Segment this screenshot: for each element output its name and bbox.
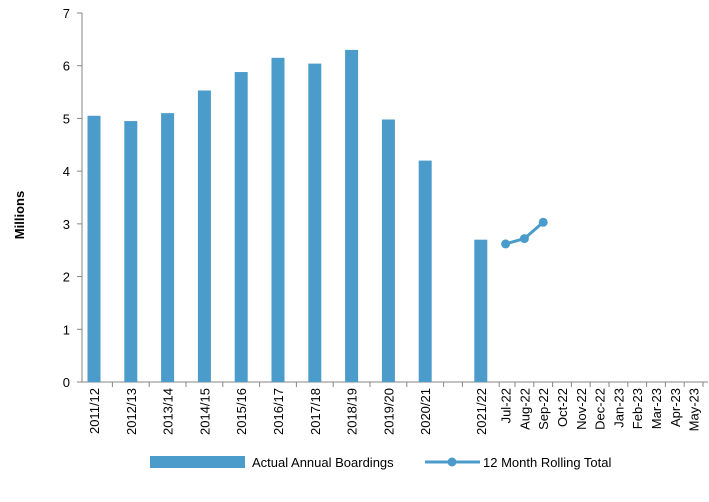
bar — [418, 160, 432, 382]
x-tick-label: 2020/21 — [418, 388, 433, 435]
x-tick-label: May-23 — [687, 388, 702, 431]
line-point — [519, 234, 529, 244]
x-tick-label: 2015/16 — [234, 388, 249, 435]
y-tick-label: 1 — [63, 322, 70, 337]
y-tick-label: 6 — [63, 59, 70, 74]
x-tick-label: 2018/19 — [345, 388, 360, 435]
x-tick-label: 2013/14 — [161, 388, 176, 435]
x-tick-label: Jan-23 — [611, 388, 626, 428]
x-tick-label: Feb-23 — [630, 388, 645, 429]
bar — [308, 63, 322, 382]
x-tick-label: Mar-23 — [649, 388, 664, 429]
bar — [271, 57, 285, 383]
bar — [345, 49, 359, 383]
legend-swatch — [447, 457, 457, 467]
legend-label: Actual Annual Boardings — [252, 455, 394, 470]
bar — [197, 90, 211, 383]
bar — [124, 121, 138, 383]
x-tick-label: Dec-22 — [593, 388, 608, 430]
y-tick-label: 2 — [63, 270, 70, 285]
line-point — [501, 239, 511, 249]
x-tick-label: 2019/20 — [381, 388, 396, 435]
x-tick-label: 2017/18 — [308, 388, 323, 435]
y-tick-label: 4 — [63, 164, 70, 179]
bar — [474, 239, 488, 382]
x-tick-label: 2012/13 — [124, 388, 139, 435]
y-axis-title: Millions — [12, 191, 27, 239]
legend-label: 12 Month Rolling Total — [483, 455, 612, 470]
line-point — [538, 217, 548, 227]
bar — [234, 72, 248, 382]
x-tick-label: 2011/12 — [87, 388, 102, 434]
x-tick-label: Jul-22 — [499, 388, 514, 423]
x-tick-label: 2016/17 — [271, 388, 286, 435]
y-tick-label: 0 — [63, 375, 70, 390]
legend-swatch — [150, 456, 245, 468]
y-tick-label: 3 — [63, 217, 70, 232]
x-tick-label: Apr-23 — [668, 388, 683, 427]
x-tick-label: Oct-22 — [555, 388, 570, 427]
x-tick-label: 2014/15 — [197, 388, 212, 435]
x-tick-label: Nov-22 — [574, 388, 589, 430]
bar — [381, 119, 395, 383]
y-tick-label: 5 — [63, 111, 70, 126]
y-tick-label: 7 — [63, 6, 70, 21]
bar — [87, 115, 101, 383]
x-tick-label: 2021/22 — [474, 388, 489, 435]
x-tick-label: Aug-22 — [517, 388, 532, 430]
x-tick-label: Sep-22 — [536, 388, 551, 430]
bar — [161, 113, 175, 383]
